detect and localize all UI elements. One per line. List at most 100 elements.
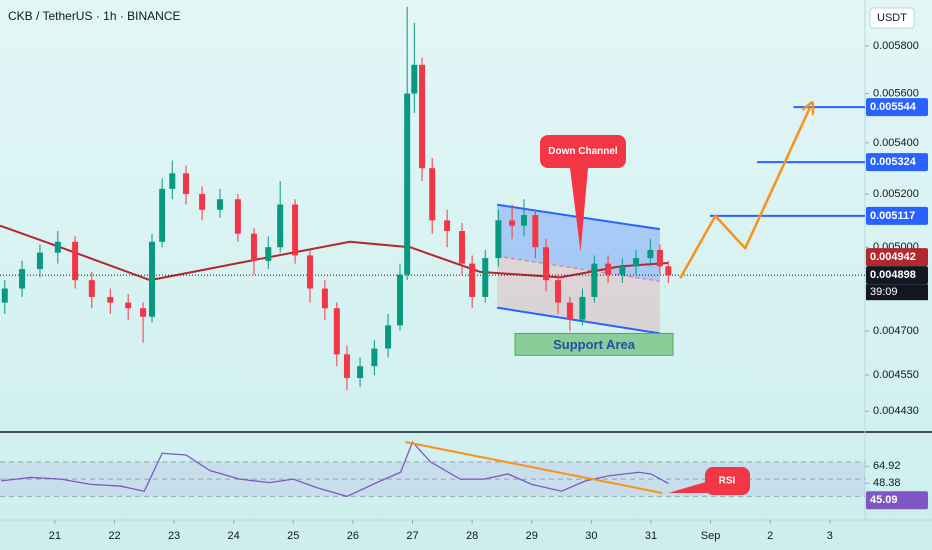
candle-body [36, 252, 43, 270]
x-tick-label: 3 [827, 530, 833, 542]
callout [570, 168, 588, 252]
y-tick-label: 0.005200 [873, 188, 919, 200]
currency-box [869, 7, 915, 29]
candle-body [277, 204, 284, 248]
x-tick-label: 27 [406, 530, 418, 542]
callout-label: Down Channel [548, 146, 618, 157]
candle-body [216, 199, 223, 210]
candle-body [521, 215, 528, 226]
rsi-level-label: 48.38 [873, 477, 901, 489]
candle-body [149, 241, 156, 317]
candle-body [333, 308, 340, 355]
candle-body [495, 220, 502, 259]
candle-body [19, 269, 26, 289]
candle-body [250, 233, 257, 261]
x-tick-label: 22 [108, 530, 120, 542]
rsi-callout-box [705, 467, 750, 495]
target-label: 0.005544 [870, 101, 917, 113]
candle-body [292, 204, 299, 256]
candle-body [411, 64, 418, 94]
current-price-label-box [866, 266, 928, 285]
x-tick-label: 21 [49, 530, 61, 542]
candle-body [125, 302, 132, 309]
candle-body [385, 325, 392, 349]
candle-body [397, 274, 404, 326]
candle-body [469, 263, 476, 297]
x-tick-label: 25 [287, 530, 299, 542]
x-tick-label: 26 [347, 530, 359, 542]
moving-average [0, 224, 669, 282]
target-label: 0.005117 [870, 210, 915, 222]
x-tick-label: 23 [168, 530, 180, 542]
candle-body [321, 288, 328, 309]
candle-body [429, 168, 436, 221]
candle-body [444, 220, 451, 232]
rsi-callout-label: RSI [719, 476, 736, 487]
candle-body [532, 215, 539, 248]
candle-body [107, 296, 114, 303]
x-tick-label: 2 [767, 530, 773, 542]
target-label-box [866, 98, 928, 117]
candle-body [1, 288, 8, 303]
target-label-box [866, 153, 928, 172]
countdown: 39:09 [870, 286, 898, 298]
candle-body [371, 348, 378, 367]
rsi-trendline [405, 441, 663, 494]
candle-body [199, 194, 206, 210]
y-tick-label: 0.005400 [873, 137, 919, 149]
y-tick-label: 0.004700 [873, 325, 919, 337]
current-price-label: 0.004898 [870, 269, 916, 281]
candle-body [579, 296, 586, 320]
candle-body [72, 241, 79, 281]
rsi-line [1, 440, 669, 498]
candle-body [357, 366, 364, 379]
candle-body [419, 64, 426, 169]
target-label: 0.005324 [870, 156, 917, 168]
candle-body [88, 280, 95, 297]
y-tick-label: 0.004550 [873, 369, 919, 381]
rsi-value-label: 45.09 [870, 494, 898, 506]
x-tick-label: Sep [701, 530, 721, 542]
support-area [514, 332, 674, 356]
candle-body [647, 249, 654, 259]
candle-body [234, 199, 241, 234]
candle-body [265, 247, 272, 261]
support-label: Support Area [553, 337, 636, 352]
candle-body [633, 258, 640, 267]
countdown-box [866, 284, 928, 301]
y-tick-label: 0.005600 [873, 87, 919, 99]
rsi-callout [668, 481, 713, 493]
candle-body [656, 249, 663, 267]
candle-body [343, 354, 350, 379]
x-tick-label: 31 [645, 530, 657, 542]
candle-body [509, 220, 516, 226]
candle-body [554, 280, 561, 303]
candle-body [566, 302, 573, 320]
projection-path [679, 107, 810, 279]
candle-body [306, 255, 313, 289]
currency: USDT [877, 12, 907, 24]
candle-body [665, 266, 672, 276]
callout-box [540, 135, 626, 168]
candle-body [482, 258, 489, 297]
x-tick-label: 28 [466, 530, 478, 542]
candle-body [619, 266, 626, 275]
rsi-level-label: 64.92 [873, 460, 901, 472]
channel-lower [497, 306, 661, 335]
x-tick-label: 29 [526, 530, 538, 542]
candle-body [404, 93, 411, 275]
candle-body [140, 308, 147, 317]
candle-body [54, 241, 61, 253]
candle-body [543, 247, 550, 281]
target-label-box [866, 206, 928, 225]
x-tick-label: 30 [585, 530, 597, 542]
candle-body [591, 263, 598, 297]
candle-body [159, 188, 166, 242]
x-tick-label: 24 [228, 530, 240, 542]
rsi-value-box [866, 491, 928, 510]
y-tick-label: 0.005800 [873, 40, 919, 52]
candle-body [605, 263, 612, 275]
candle-body [459, 231, 466, 264]
candle-body [169, 173, 176, 189]
